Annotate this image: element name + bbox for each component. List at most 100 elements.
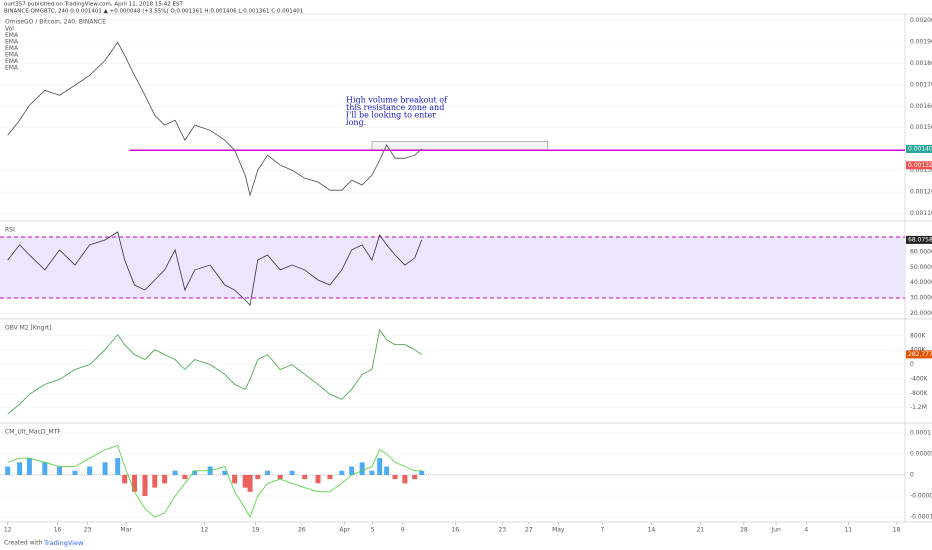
y-tick-label: 0.00005 (910, 450, 932, 457)
histogram-bar (142, 474, 148, 496)
histogram-bar (315, 474, 321, 484)
histogram-bar (359, 462, 365, 475)
annotation: this resistance zone and (346, 103, 444, 112)
y-tick-label: -400K (910, 375, 929, 382)
y-tick-label: 0.001800 (910, 60, 932, 67)
histogram-bar (289, 470, 295, 475)
histogram-bar (277, 474, 283, 480)
y-tick-label: 0.001200 (910, 189, 932, 196)
histogram-bar (172, 470, 178, 475)
y-tick-label: 0.001100 (910, 210, 932, 217)
y-tick-label: -0.0001 (910, 514, 932, 521)
histogram-bar (377, 458, 383, 475)
last-value-box (906, 235, 932, 244)
price-label-box (906, 144, 932, 153)
x-tick-label: 23 (498, 527, 506, 534)
x-tick-label: 14 (648, 527, 656, 534)
histogram-bar (182, 474, 188, 480)
histogram-bar (122, 474, 128, 484)
histogram-bar (26, 458, 32, 475)
histogram-bar (17, 462, 23, 475)
legend-label: EMA (5, 52, 19, 59)
last-value-label: 68.0758 (908, 236, 932, 243)
pane-title: OBV M2 [Kngrt] (5, 325, 52, 332)
x-tick-label: May (552, 527, 565, 534)
x-tick-label: 12 (201, 527, 209, 534)
x-tick-label: 9 (401, 527, 405, 534)
y-tick-label: 0.001600 (910, 103, 932, 110)
price-line (7, 328, 422, 415)
histogram-bar (419, 470, 425, 475)
annotation: High volume breakout of (346, 96, 448, 105)
histogram-bar (87, 466, 93, 475)
y-tick-label: 60.0000 (910, 249, 932, 256)
x-tick-label: 4 (804, 527, 808, 534)
price-line (7, 231, 423, 306)
annotation: I'll be looking to enter (346, 111, 436, 120)
y-tick-label: 0.002000 (910, 17, 932, 24)
price-label: 0.001401 (908, 145, 932, 152)
histogram-bar (247, 474, 253, 492)
histogram-bar (232, 474, 238, 484)
histogram-bar (72, 470, 78, 475)
histogram-bar (402, 474, 408, 484)
histogram-bar (412, 474, 418, 480)
histogram-bar (384, 466, 390, 475)
legend-label: EMA (5, 32, 19, 39)
histogram-bar (265, 470, 271, 475)
x-tick-label: 11 (844, 527, 852, 534)
footer-brand[interactable]: TradingView (43, 539, 84, 547)
annotation: long. (346, 118, 366, 127)
histogram-bar (152, 474, 158, 488)
x-tick-label: 27 (525, 527, 533, 534)
histogram-bar (327, 474, 333, 480)
y-tick-label: 800K (910, 332, 926, 339)
histogram-bar (192, 470, 198, 475)
histogram-bar (162, 474, 168, 484)
x-tick-label: 16 (54, 527, 62, 534)
resistance-zone (371, 140, 549, 151)
y-tick-label: 20.0000 (910, 310, 932, 317)
y-tick-label: -0.00005 (910, 493, 932, 500)
histogram-bar (255, 474, 261, 480)
histogram-bar (222, 470, 228, 475)
price-label-box (906, 161, 932, 170)
histogram-bar (392, 474, 398, 480)
histogram-bar (369, 470, 375, 475)
y-tick-label: 0.001700 (910, 81, 932, 88)
y-tick-label: 40.0000 (910, 279, 932, 286)
y-tick-label: -1.2M (910, 404, 927, 411)
price-line (7, 41, 422, 197)
pane-title: CM_Ult_MacD_MTF (5, 429, 61, 436)
histogram-bar (57, 466, 63, 475)
x-tick-label: 5 (371, 527, 375, 534)
histogram-bar (102, 462, 108, 475)
x-tick-label: 28 (740, 527, 748, 534)
y-tick-label: 50.0000 (910, 264, 932, 271)
y-tick-label: -800K (910, 390, 929, 397)
y-tick-label: 400K (910, 347, 926, 354)
rsi-band (0, 236, 905, 299)
histogram-bar (115, 458, 121, 475)
last-value-label: 282.777K (908, 351, 932, 358)
macd-line (7, 444, 422, 518)
x-tick-label: 12 (4, 527, 12, 534)
price-label: 0.001325 (908, 162, 932, 169)
x-tick-label: Apr (339, 527, 350, 534)
legend-label: Vol (5, 26, 14, 33)
x-tick-label: 16 (451, 527, 459, 534)
y-tick-label: 0 (910, 471, 914, 478)
y-tick-label: 0.001900 (910, 38, 932, 45)
pane-title: RSI (5, 227, 15, 234)
x-tick-label: 23 (84, 527, 92, 534)
y-tick-label: 0.0001 (910, 429, 931, 436)
y-tick-label: 0.001500 (910, 124, 932, 131)
legend-label: EMA (5, 58, 19, 65)
x-tick-label: Jun (770, 527, 781, 534)
x-tick-label: 7 (600, 527, 604, 534)
histogram-bar (339, 470, 345, 475)
histogram-bar (349, 466, 355, 475)
pane-title: OmiseGO / Bitcoin, 240, BINANCE (5, 19, 106, 26)
y-tick-label: 0 (910, 361, 914, 368)
